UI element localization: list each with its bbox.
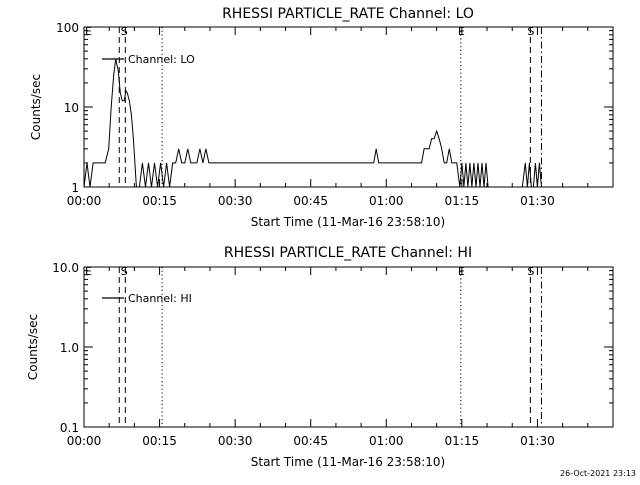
- hi-event-markers: [118, 267, 542, 427]
- hi-chart-title: RHESSI PARTICLE_RATE Channel: HI: [224, 245, 472, 261]
- hi-x-tick-label: 00:15: [142, 434, 177, 448]
- lo-x-tick-label: 00:00: [67, 194, 102, 208]
- hi-y-tick-label: 10.0: [52, 261, 79, 275]
- lo-x-tick-label: 01:00: [369, 194, 404, 208]
- hi-event-label: S: [121, 265, 128, 278]
- hi-legend-label: Channel: HI: [128, 292, 192, 305]
- lo-series-line: [83, 58, 613, 188]
- lo-event-label: E: [458, 25, 465, 38]
- hi-y-tick-label: 0.1: [60, 421, 79, 435]
- hi-x-tick-label: 00:45: [293, 434, 328, 448]
- lo-event-label: S: [527, 25, 534, 38]
- generation-timestamp: 26-Oct-2021 23:13: [560, 469, 636, 478]
- hi-x-tick-label: 01:00: [369, 434, 404, 448]
- hi-x-tick-label: 00:00: [67, 434, 102, 448]
- lo-chart-title: RHESSI PARTICLE_RATE Channel: LO: [222, 6, 474, 22]
- lo-event-label: S: [121, 25, 128, 38]
- lo-series-group: [83, 58, 613, 188]
- lo-x-tick-label: 01:15: [445, 194, 480, 208]
- hi-x-tick-label: 01:30: [520, 434, 555, 448]
- hi-event-label: E: [85, 265, 92, 278]
- lo-legend-label: Channel: LO: [128, 53, 195, 66]
- lo-plot-frame: [83, 26, 614, 188]
- hi-plot-frame: [83, 266, 614, 428]
- lo-channel-panel: RHESSI PARTICLE_RATE Channel: LO Counts/…: [29, 6, 614, 229]
- hi-x-axis-label: Start Time (11-Mar-16 23:58:10): [251, 455, 445, 469]
- lo-x-tick-label: 00:30: [218, 194, 253, 208]
- hi-event-label: S: [527, 265, 534, 278]
- hi-legend: Channel: HI: [102, 292, 192, 305]
- lo-x-axis-label: Start Time (11-Mar-16 23:58:10): [251, 215, 445, 229]
- lo-event-label: E: [85, 25, 92, 38]
- lo-x-tick-label: 01:30: [520, 194, 555, 208]
- lo-y-tick-label: 10: [64, 101, 79, 115]
- hi-y-tick-label: 1.0: [60, 341, 79, 355]
- hi-x-tick-label: 00:30: [218, 434, 253, 448]
- lo-x-tick-label: 00:15: [142, 194, 177, 208]
- hi-x-ticks: 00:00 00:15 00:30 00:45 01:00 01:15 01:30: [67, 267, 614, 448]
- lo-event-markers: [118, 27, 542, 187]
- lo-y-axis-label: Counts/sec: [29, 74, 43, 140]
- lo-x-ticks: 00:00 00:15 00:30 00:45 01:00 01:15 01:30: [67, 27, 614, 208]
- lo-x-tick-label: 00:45: [293, 194, 328, 208]
- hi-y-axis-label: Counts/sec: [26, 314, 40, 380]
- lo-legend: Channel: LO: [102, 53, 195, 66]
- hi-x-tick-label: 01:15: [445, 434, 480, 448]
- lo-y-tick-label: 100: [56, 21, 79, 35]
- hi-channel-panel: RHESSI PARTICLE_RATE Channel: HI Counts/…: [26, 245, 614, 469]
- lo-y-tick-label: 1: [71, 181, 79, 195]
- hi-event-label: E: [458, 265, 465, 278]
